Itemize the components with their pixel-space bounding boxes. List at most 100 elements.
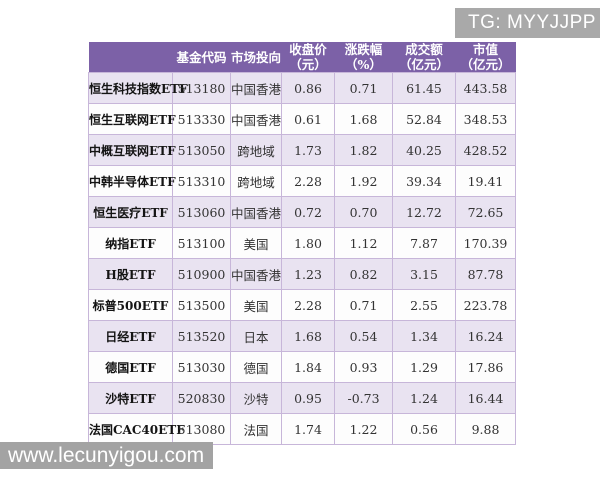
- cell-market: 德国: [230, 351, 282, 383]
- cell-name: 恒生科技指数ETF: [88, 72, 188, 104]
- cell-code: 513310: [172, 165, 231, 197]
- cell-close: 0.86: [281, 72, 335, 104]
- cell-code: 513180: [172, 72, 231, 104]
- cell-turnover: 1.34: [392, 320, 456, 352]
- cell-market: 沙特: [230, 382, 282, 414]
- cell-name: 法国CAC40ETF: [88, 413, 185, 445]
- tg-badge-text: TG: MYYJJPP: [468, 12, 596, 33]
- cell-market: 美国: [230, 289, 282, 321]
- column-header-2: 市场投向: [230, 42, 282, 73]
- table-row: 沙特ETF 520830 沙特 0.95 -0.73 1.24 16.44: [88, 382, 516, 414]
- cell-close: 1.74: [281, 413, 335, 445]
- column-header-0: [88, 42, 173, 73]
- cell-market: 中国香港: [230, 258, 282, 290]
- cell-name: H股ETF: [88, 258, 173, 290]
- cell-name: 恒生医疗ETF: [88, 196, 173, 228]
- cell-name: 标普500ETF: [88, 289, 173, 321]
- cell-market: 跨地域: [230, 134, 282, 166]
- table-row: 恒生科技指数ETF 513180 中国香港 0.86 0.71 61.45 443.58: [88, 72, 516, 104]
- cell-market: 日本: [230, 320, 282, 352]
- cell-cap: 16.24: [455, 320, 516, 352]
- cell-close: 1.68: [281, 320, 335, 352]
- cell-close: 2.28: [281, 289, 335, 321]
- cell-name: 沙特ETF: [88, 382, 173, 414]
- cell-close: 1.80: [281, 227, 335, 259]
- cell-code: 513060: [172, 196, 231, 228]
- cell-change: 0.70: [334, 196, 393, 228]
- table-row: 标普500ETF 513500 美国 2.28 0.71 2.55 223.78: [88, 289, 516, 321]
- cell-code: 513100: [172, 227, 231, 259]
- cell-turnover: 1.29: [392, 351, 456, 383]
- cell-cap: 428.52: [455, 134, 516, 166]
- cell-cap: 443.58: [455, 72, 516, 104]
- cell-close: 1.84: [281, 351, 335, 383]
- cell-cap: 223.78: [455, 289, 516, 321]
- cell-name: 纳指ETF: [88, 227, 173, 259]
- cell-cap: 72.65: [455, 196, 516, 228]
- cell-cap: 16.44: [455, 382, 516, 414]
- table-row: 中韩半导体ETF 513310 跨地域 2.28 1.92 39.34 19.41: [88, 165, 516, 197]
- column-header-4: 涨跌幅 （%）: [334, 42, 393, 73]
- table-row: 纳指ETF 513100 美国 1.80 1.12 7.87 170.39: [88, 227, 516, 259]
- cell-cap: 170.39: [455, 227, 516, 259]
- cell-market: 中国香港: [230, 196, 282, 228]
- tg-badge: TG: MYYJJPP: [455, 8, 600, 38]
- cell-cap: 348.53: [455, 103, 516, 135]
- cell-name: 中概互联网ETF: [88, 134, 176, 166]
- cell-close: 0.95: [281, 382, 335, 414]
- cell-name: 中韩半导体ETF: [88, 165, 176, 197]
- column-header-3: 收盘价 （元）: [281, 42, 335, 73]
- cell-name: 日经ETF: [88, 320, 173, 352]
- column-header-6: 市值 （亿元）: [455, 42, 516, 73]
- cell-cap: 19.41: [455, 165, 516, 197]
- cell-change: -0.73: [334, 382, 393, 414]
- cell-change: 0.82: [334, 258, 393, 290]
- cell-turnover: 61.45: [392, 72, 456, 104]
- table-row: 德国ETF 513030 德国 1.84 0.93 1.29 17.86: [88, 351, 516, 383]
- cell-close: 0.61: [281, 103, 335, 135]
- cell-code: 510900: [172, 258, 231, 290]
- cell-change: 0.71: [334, 289, 393, 321]
- cell-turnover: 1.24: [392, 382, 456, 414]
- cell-code: 513500: [172, 289, 231, 321]
- table-body: 恒生科技指数ETF 513180 中国香港 0.86 0.71 61.45 443.58 恒生…: [88, 72, 516, 445]
- cell-market: 中国香港: [230, 103, 282, 135]
- table-row: 中概互联网ETF 513050 跨地域 1.73 1.82 40.25 428.52: [88, 134, 516, 166]
- cell-market: 中国香港: [230, 72, 282, 104]
- cell-change: 0.93: [334, 351, 393, 383]
- column-header-1: 基金代码: [172, 42, 231, 73]
- cell-change: 1.82: [334, 134, 393, 166]
- cell-change: 1.12: [334, 227, 393, 259]
- cell-close: 2.28: [281, 165, 335, 197]
- cell-turnover: 3.15: [392, 258, 456, 290]
- table-header: 基金代码 市场投向 收盘价 （元） 涨跌幅 （%） 成交额 （亿元） 市值 （亿元）: [88, 42, 516, 73]
- cell-name: 德国ETF: [88, 351, 173, 383]
- cell-turnover: 39.34: [392, 165, 456, 197]
- etf-table: 基金代码 市场投向 收盘价 （元） 涨跌幅 （%） 成交额 （亿元） 市值 （亿元） 恒生科技指数…: [88, 42, 516, 445]
- cell-market: 法国: [230, 413, 282, 445]
- cell-market: 跨地域: [230, 165, 282, 197]
- column-header-5: 成交额 （亿元）: [392, 42, 456, 73]
- cell-change: 1.68: [334, 103, 393, 135]
- header-row: 基金代码 市场投向 收盘价 （元） 涨跌幅 （%） 成交额 （亿元） 市值 （亿元）: [88, 42, 516, 73]
- cell-cap: 87.78: [455, 258, 516, 290]
- cell-change: 0.71: [334, 72, 393, 104]
- cell-turnover: 0.56: [392, 413, 456, 445]
- table-row: H股ETF 510900 中国香港 1.23 0.82 3.15 87.78: [88, 258, 516, 290]
- cell-code: 513330: [172, 103, 231, 135]
- cell-close: 1.23: [281, 258, 335, 290]
- table-row: 日经ETF 513520 日本 1.68 0.54 1.34 16.24: [88, 320, 516, 352]
- cell-turnover: 52.84: [392, 103, 456, 135]
- cell-cap: 9.88: [455, 413, 516, 445]
- cell-code: 513030: [172, 351, 231, 383]
- cell-change: 1.22: [334, 413, 393, 445]
- table-row: 恒生医疗ETF 513060 中国香港 0.72 0.70 12.72 72.65: [88, 196, 516, 228]
- cell-code: 520830: [172, 382, 231, 414]
- cell-turnover: 40.25: [392, 134, 456, 166]
- cell-market: 美国: [230, 227, 282, 259]
- table-row: 恒生互联网ETF 513330 中国香港 0.61 1.68 52.84 348.53: [88, 103, 516, 135]
- cell-name: 恒生互联网ETF: [88, 103, 176, 135]
- cell-code: 513080: [172, 413, 231, 445]
- cell-turnover: 2.55: [392, 289, 456, 321]
